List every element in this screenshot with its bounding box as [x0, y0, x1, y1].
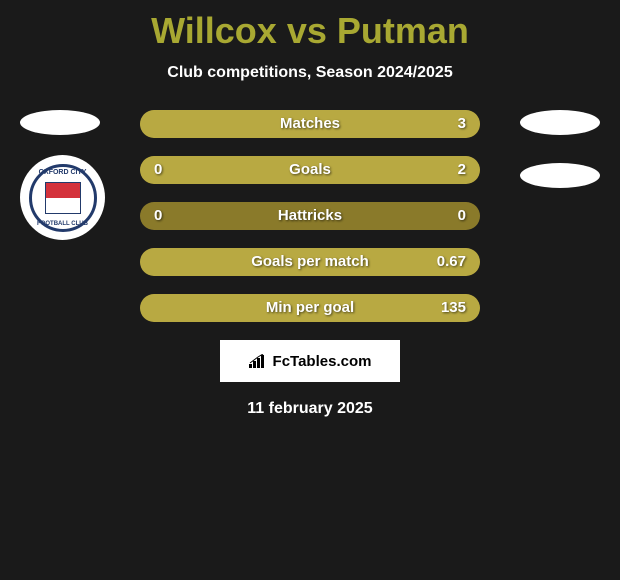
left-ellipse-1 [20, 110, 100, 135]
stat-value-right: 3 [458, 110, 466, 138]
stat-label: Goals per match [140, 248, 480, 276]
stat-bar: Goals0 2 [140, 156, 480, 184]
right-ellipse-1 [520, 110, 600, 135]
stat-label: Matches [140, 110, 480, 138]
stat-label: Min per goal [140, 294, 480, 322]
stat-bar: Matches3 [140, 110, 480, 138]
footer-badge[interactable]: FcTables.com [220, 340, 400, 382]
stat-bar: Goals per match0.67 [140, 248, 480, 276]
stat-bar: Hattricks0 0 [140, 202, 480, 230]
club-badge: OXFORD CITY FOOTBALL CLUB [20, 155, 105, 240]
club-badge-inner: OXFORD CITY FOOTBALL CLUB [29, 164, 97, 232]
stat-value-left: 0 [154, 156, 162, 184]
stat-value-right: 135 [441, 294, 466, 322]
subtitle: Club competitions, Season 2024/2025 [0, 64, 620, 82]
content-area: OXFORD CITY FOOTBALL CLUB Matches3Goals0… [0, 110, 620, 418]
stats-container: Matches3Goals02Hattricks00Goals per matc… [140, 110, 480, 322]
stat-value-right: 0.67 [437, 248, 466, 276]
chart-icon [249, 354, 267, 368]
stat-value-left: 0 [154, 202, 162, 230]
stat-bar: Min per goal135 [140, 294, 480, 322]
stat-value-right: 0 [458, 202, 466, 230]
footer-brand: FcTables.com [273, 353, 372, 370]
stat-label: Goals [140, 156, 480, 184]
stat-value-right: 2 [458, 156, 466, 184]
club-text-bottom: FOOTBALL CLUB [32, 221, 94, 227]
club-text-top: OXFORD CITY [32, 169, 94, 176]
left-decoration: OXFORD CITY FOOTBALL CLUB [20, 110, 105, 240]
page-title: Willcox vs Putman [0, 0, 620, 52]
right-ellipse-2 [520, 163, 600, 188]
club-shield-icon [45, 182, 81, 214]
stat-label: Hattricks [140, 202, 480, 230]
right-decoration [520, 110, 600, 216]
date-text: 11 february 2025 [0, 400, 620, 418]
